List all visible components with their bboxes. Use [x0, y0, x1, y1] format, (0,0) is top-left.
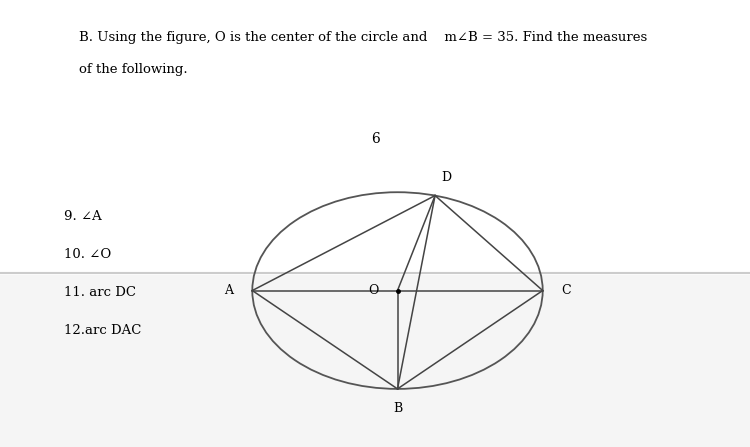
Text: B. Using the figure, O is the center of the circle and    m∠B = 35. Find the mea: B. Using the figure, O is the center of … — [79, 31, 647, 44]
Text: O: O — [368, 284, 379, 297]
Text: 12.arc DAC: 12.arc DAC — [64, 324, 141, 337]
Text: 10. ∠O: 10. ∠O — [64, 248, 111, 261]
Text: 9. ∠A: 9. ∠A — [64, 210, 101, 223]
Text: B: B — [393, 402, 402, 415]
Text: A: A — [224, 284, 233, 297]
Text: 11. arc DC: 11. arc DC — [64, 286, 136, 299]
Text: C: C — [562, 284, 571, 297]
Text: D: D — [441, 171, 452, 184]
Text: of the following.: of the following. — [79, 63, 188, 76]
Text: 6: 6 — [370, 131, 380, 146]
